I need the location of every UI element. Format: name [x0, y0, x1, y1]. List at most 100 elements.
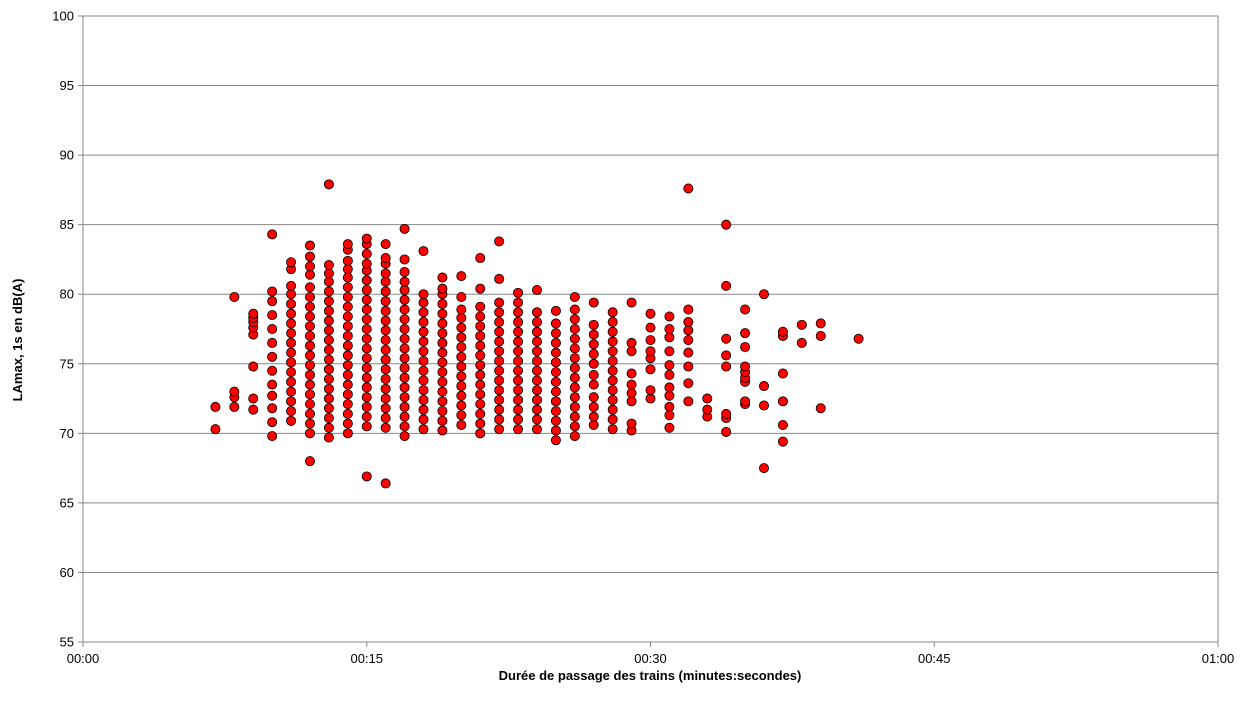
data-point: [304, 301, 315, 312]
data-point: [418, 326, 429, 337]
y-tick-label: 90: [60, 148, 74, 163]
data-point: [323, 354, 334, 365]
data-point: [456, 271, 467, 282]
data-point: [777, 368, 788, 379]
data-point: [380, 315, 391, 326]
data-point: [437, 425, 448, 436]
data-point: [532, 285, 543, 296]
data-point: [475, 301, 486, 312]
data-point: [532, 375, 543, 386]
data-point: [475, 379, 486, 390]
data-point: [286, 347, 297, 358]
data-point: [607, 414, 618, 425]
data-point: [607, 346, 618, 357]
data-point: [815, 330, 826, 341]
data-point: [267, 417, 278, 428]
data-point: [267, 379, 278, 390]
data-point: [853, 333, 864, 344]
data-point: [607, 385, 618, 396]
data-point: [323, 393, 334, 404]
data-point: [323, 364, 334, 375]
data-point: [304, 282, 315, 293]
data-point: [645, 364, 656, 375]
data-point: [532, 394, 543, 405]
data-point: [569, 323, 580, 334]
data-point: [399, 382, 410, 393]
data-point: [361, 343, 372, 354]
data-point: [399, 392, 410, 403]
data-point: [361, 314, 372, 325]
data-point: [418, 246, 429, 257]
data-point: [342, 350, 353, 361]
data-point: [323, 335, 334, 346]
data-point: [664, 332, 675, 343]
data-point: [513, 346, 524, 357]
data-point: [796, 337, 807, 348]
data-point: [342, 301, 353, 312]
data-point: [267, 403, 278, 414]
data-point: [532, 307, 543, 318]
data-point: [475, 350, 486, 361]
data-point: [550, 425, 561, 436]
data-point: [645, 385, 656, 396]
data-point: [342, 428, 353, 439]
data-point: [494, 346, 505, 357]
data-point: [759, 289, 770, 300]
data-point: [342, 399, 353, 410]
data-point: [664, 382, 675, 393]
data-point: [550, 357, 561, 368]
data-point: [437, 367, 448, 378]
data-point: [494, 404, 505, 415]
data-point: [437, 308, 448, 319]
data-point: [361, 285, 372, 296]
data-point: [380, 354, 391, 365]
data-point: [418, 385, 429, 396]
data-point: [740, 361, 751, 372]
data-point: [645, 346, 656, 357]
data-point: [532, 346, 543, 357]
data-point: [456, 381, 467, 392]
data-point: [550, 386, 561, 397]
data-point: [494, 336, 505, 347]
data-point: [323, 179, 334, 190]
data-point: [304, 311, 315, 322]
data-point: [418, 404, 429, 415]
data-point: [437, 272, 448, 283]
data-point: [342, 311, 353, 322]
data-point: [513, 424, 524, 435]
data-point: [588, 411, 599, 422]
data-point: [475, 311, 486, 322]
data-point: [399, 304, 410, 315]
data-point: [399, 294, 410, 305]
data-point: [607, 355, 618, 366]
data-point: [342, 418, 353, 429]
data-point: [532, 317, 543, 328]
data-point: [626, 297, 637, 308]
data-point: [588, 297, 599, 308]
data-point: [456, 312, 467, 323]
data-point: [513, 326, 524, 337]
data-point: [437, 298, 448, 309]
data-point: [721, 350, 732, 361]
data-point: [304, 321, 315, 332]
data-point: [380, 413, 391, 424]
data-point: [304, 389, 315, 400]
data-point: [304, 379, 315, 390]
data-point: [323, 305, 334, 316]
data-point: [380, 335, 391, 346]
data-point: [286, 280, 297, 291]
data-point: [569, 304, 580, 315]
data-point: [607, 326, 618, 337]
data-point: [304, 369, 315, 380]
data-point: [304, 456, 315, 467]
data-point: [418, 355, 429, 366]
data-point: [683, 325, 694, 336]
data-point: [664, 401, 675, 412]
y-tick-label: 60: [60, 565, 74, 580]
data-point: [607, 317, 618, 328]
data-point: [740, 328, 751, 339]
data-point: [683, 335, 694, 346]
data-point: [664, 311, 675, 322]
data-point: [361, 323, 372, 334]
